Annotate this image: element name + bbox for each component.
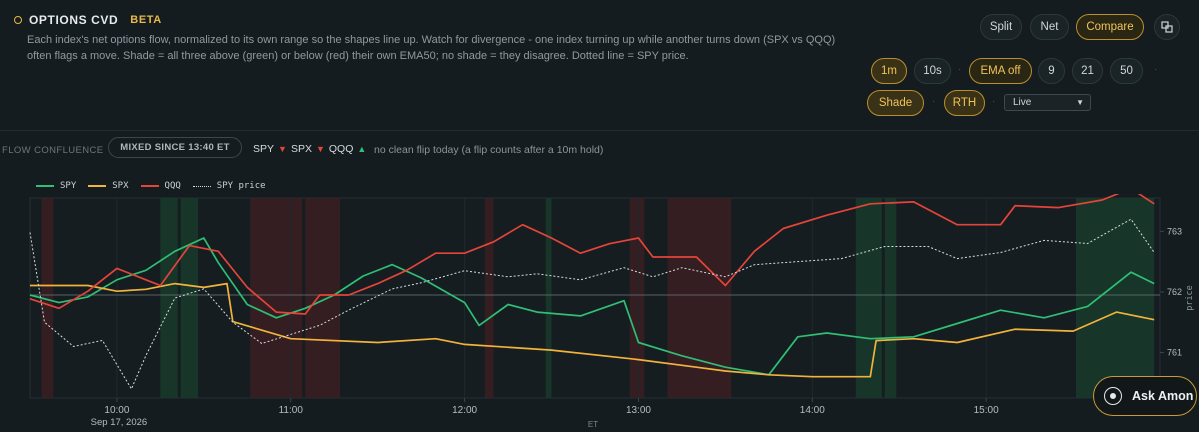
separator: · <box>932 96 936 107</box>
legend-label: SPY <box>60 181 77 191</box>
chevron-down-icon: ▼ <box>1076 98 1084 107</box>
assistant-icon <box>1104 387 1122 405</box>
ema-off-button[interactable]: EMA off <box>969 58 1032 84</box>
shade-region-red <box>484 198 494 398</box>
ticker-spy: SPY <box>253 143 275 155</box>
legend-label: SPX <box>112 181 129 191</box>
shade-region-green <box>1075 198 1155 398</box>
x-tick-label: 11:00 <box>279 405 304 416</box>
interval-1m-button[interactable]: 1m <box>871 58 907 84</box>
shade-region-green <box>160 198 178 398</box>
legend-qqq[interactable]: QQQ <box>140 181 181 191</box>
legend-spy[interactable]: SPY <box>36 181 76 191</box>
shade-region-green <box>884 198 897 398</box>
separator: · <box>958 64 962 75</box>
legend-label: QQQ <box>164 181 181 191</box>
beta-badge: BETA <box>130 14 162 26</box>
confluence-status-badge: MIXED SINCE 13:40 ET <box>108 137 242 158</box>
flow-confluence-label: FLOW CONFLUENCE <box>2 145 104 156</box>
shade-region-red <box>250 198 303 398</box>
rth-toggle[interactable]: RTH <box>944 90 985 116</box>
ticker-spx: SPX <box>290 143 312 155</box>
plot-area <box>29 197 1161 399</box>
shade-region-green <box>855 198 882 398</box>
y-tick-label: 763 <box>1167 226 1182 236</box>
legend-spx[interactable]: SPX <box>88 181 129 191</box>
ask-amon-label: Ask Amon <box>1132 389 1194 403</box>
x-axis-date: Sep 17, 2026 <box>91 417 148 428</box>
shade-region-red <box>305 198 341 398</box>
flip-note: no clean flip today (a flip counts after… <box>374 144 604 156</box>
x-tick-label: 14:00 <box>800 405 825 416</box>
divider <box>0 130 1199 131</box>
arrow-up-icon: ▲ <box>357 144 367 154</box>
status-dot-icon <box>14 16 22 24</box>
arrow-down-icon: ▼ <box>278 144 287 154</box>
net-button[interactable]: Net <box>1030 14 1069 40</box>
x-axis-label: ET <box>588 420 598 429</box>
legend-spy-price[interactable]: SPY price <box>192 181 266 191</box>
series-line-spy <box>29 237 1155 376</box>
panel-header: OPTIONS CVD BETA <box>14 13 162 27</box>
legend-label: SPY price <box>216 181 266 191</box>
separator: · <box>992 96 996 107</box>
ema-9-button[interactable]: 9 <box>1038 58 1065 84</box>
legend-swatch <box>140 185 159 187</box>
compare-button[interactable]: Compare <box>1076 14 1144 40</box>
y-tick-label: 761 <box>1167 348 1182 358</box>
shade-region-green <box>180 198 199 398</box>
y-tick-label: 762 <box>1167 287 1182 297</box>
shade-toggle[interactable]: Shade <box>867 90 924 116</box>
shade-region-red <box>629 198 645 398</box>
chart-legend: SPY SPX QQQ SPY price <box>36 181 266 191</box>
ema-50-button[interactable]: 50 <box>1110 58 1143 84</box>
x-tick-label: 15:00 <box>974 405 999 416</box>
mode-select-value: Live <box>1013 97 1032 108</box>
legend-swatch <box>36 185 54 187</box>
cvd-chart[interactable]: 10:00 11:00 12:00 13:00 14:00 15:00 Sep 17, 20… <box>0 194 1199 432</box>
panel-description: Each index's net options flow, normalize… <box>27 34 836 62</box>
shade-region-red <box>41 198 54 398</box>
shade-region-green <box>545 198 552 398</box>
separator: · <box>1154 64 1158 75</box>
legend-swatch <box>192 185 211 187</box>
arrow-down-icon: ▼ <box>315 144 325 154</box>
x-tick-label: 12:00 <box>452 405 477 416</box>
interval-10s-button[interactable]: 10s <box>914 58 951 84</box>
popout-icon[interactable] <box>1154 14 1180 40</box>
x-tick-label: 10:00 <box>104 405 129 416</box>
x-tick-label: 13:00 <box>626 405 651 416</box>
mode-select[interactable]: Live ▼ <box>1004 94 1091 111</box>
split-button[interactable]: Split <box>980 14 1022 40</box>
panel-title: OPTIONS CVD <box>29 13 119 27</box>
ticker-directions: SPY ▼ SPX ▼ QQQ ▲ <box>253 143 366 155</box>
series-line-qqq <box>29 194 1155 315</box>
series-line-spy-price <box>29 218 1155 390</box>
ema-21-button[interactable]: 21 <box>1072 58 1103 84</box>
y-axis-label: price <box>1185 285 1195 311</box>
ticker-qqq: QQQ <box>328 143 354 155</box>
series-line-spx <box>30 282 1155 378</box>
ask-amon-button[interactable]: Ask Amon <box>1093 376 1197 416</box>
legend-swatch <box>88 185 107 187</box>
